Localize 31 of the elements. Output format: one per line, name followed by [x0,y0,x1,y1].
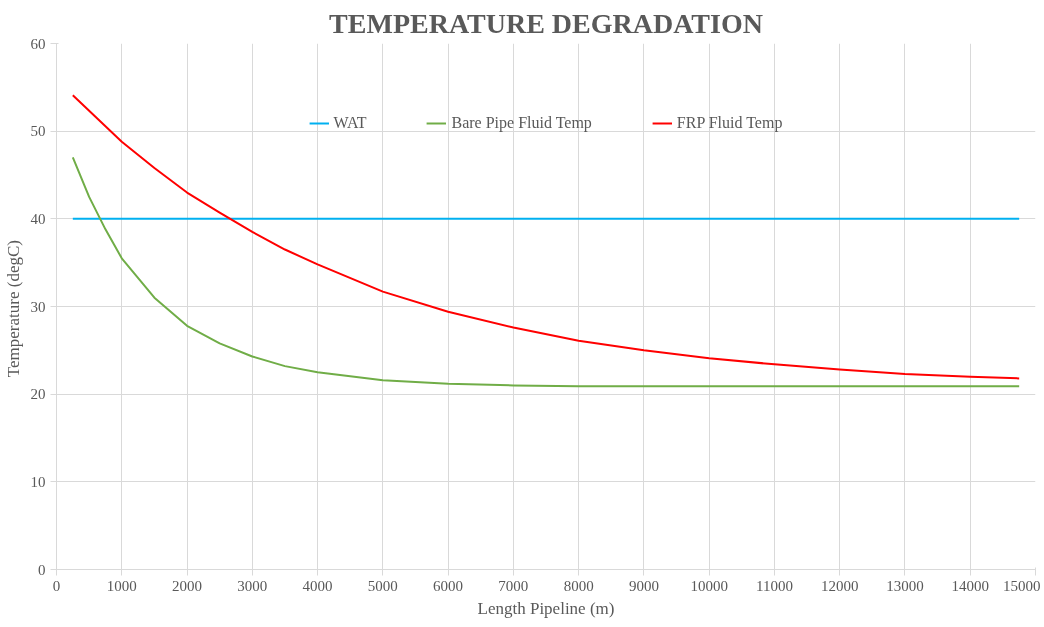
y-tick-label: 0 [38,561,46,578]
x-tick-label: 13000 [886,577,924,594]
y-tick-label: 50 [30,123,46,140]
line-series [71,156,1021,388]
x-axis-title: Length Pipeline (m) [477,598,615,618]
x-tick-label: 11000 [755,577,793,594]
x-tick-label: 15000 [1003,577,1041,594]
x-tick-label: 3000 [237,577,268,594]
x-tick-label: 12000 [820,577,859,594]
line-series [71,94,1021,380]
x-tick-label: 14000 [951,577,989,594]
legend-label: WAT [333,114,367,132]
y-tick-label: 10 [30,473,46,490]
x-tick-label: 10000 [690,577,728,594]
x-tick-label: 9000 [628,577,659,594]
legend-label: Bare Pipe Fluid Temp [451,114,592,132]
x-tick-label: 6000 [433,577,464,594]
x-tick-label: 4000 [302,577,333,594]
x-tick-label: 2000 [172,577,203,594]
y-tick-label: 40 [30,210,46,227]
y-tick-label: 60 [30,35,46,52]
legend-label: FRP Fluid Temp [676,114,783,132]
chart-title: TEMPERATURE DEGRADATION [329,7,763,39]
y-tick-label: 30 [30,298,46,315]
x-tick-label: 1000 [106,577,137,594]
y-axis-title: Temperature (degC) [3,240,23,378]
x-tick-label: 0 [52,577,61,594]
x-tick-label: 7000 [498,577,529,594]
y-tick-label: 20 [30,386,46,403]
x-tick-label: 5000 [367,577,398,594]
x-tick-label: 8000 [563,577,594,594]
